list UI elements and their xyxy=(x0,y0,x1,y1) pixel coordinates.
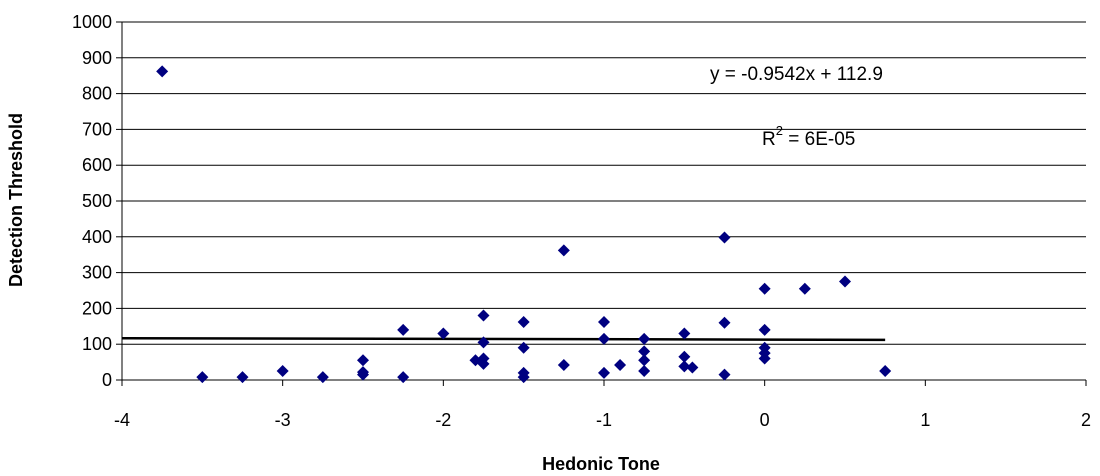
data-point xyxy=(517,316,530,329)
y-tick-label: 900 xyxy=(82,48,112,68)
data-point xyxy=(638,332,651,345)
data-point xyxy=(357,354,369,367)
data-points xyxy=(156,65,892,384)
trendline-path xyxy=(121,336,886,342)
data-point xyxy=(276,365,289,378)
data-point xyxy=(638,345,651,358)
x-tick-label: -4 xyxy=(114,410,130,430)
grid-lines xyxy=(122,21,1086,345)
y-tick-label: 700 xyxy=(82,119,112,139)
data-point xyxy=(598,366,610,379)
y-tick-label: 800 xyxy=(82,84,112,104)
r2-prefix: R xyxy=(762,129,776,150)
data-point xyxy=(156,65,169,78)
data-point xyxy=(686,361,699,374)
data-point xyxy=(357,368,369,381)
data-point xyxy=(758,352,771,365)
data-point xyxy=(598,316,610,329)
data-point xyxy=(678,360,691,373)
x-tick-label: 2 xyxy=(1081,410,1091,430)
data-point xyxy=(517,341,530,354)
x-tick-label: 0 xyxy=(760,410,770,430)
data-point xyxy=(598,332,610,345)
data-point xyxy=(758,282,771,295)
x-tick-label: -2 xyxy=(435,410,451,430)
data-point xyxy=(614,358,627,371)
data-point xyxy=(638,354,651,367)
data-point xyxy=(517,371,530,384)
y-tick-label: 0 xyxy=(102,370,112,390)
data-point xyxy=(236,371,249,384)
data-point xyxy=(397,323,410,336)
data-point xyxy=(678,327,691,340)
y-tick-label: 500 xyxy=(82,191,112,211)
x-axis-title: Hedonic Tone xyxy=(542,454,660,474)
data-point xyxy=(437,327,450,340)
y-tick-label: 600 xyxy=(82,155,112,175)
x-tick-label: 1 xyxy=(920,410,930,430)
data-point xyxy=(718,316,731,329)
axes xyxy=(116,21,1087,386)
trendline-equation: y = -0.9542x + 112.9 xyxy=(710,64,883,85)
r2-value: = 6E-05 xyxy=(783,129,855,150)
y-tick-labels: 0 100 200 300 400 500 600 700 800 900 1000 xyxy=(72,12,112,390)
x-tick-label: -3 xyxy=(275,410,291,430)
data-point xyxy=(758,323,771,336)
y-tick-label: 200 xyxy=(82,298,112,318)
data-point xyxy=(718,368,731,381)
x-tick-labels: -4 -3 -2 -1 0 1 2 xyxy=(114,410,1091,430)
y-axis-title: Detection Threshold xyxy=(6,113,26,287)
data-point xyxy=(557,358,570,371)
r2-exponent: 2 xyxy=(776,123,783,138)
y-tick-label: 100 xyxy=(82,334,112,354)
y-tick-label: 300 xyxy=(82,263,112,283)
data-point xyxy=(316,371,329,384)
data-point xyxy=(839,275,851,288)
data-point xyxy=(879,365,892,378)
data-point xyxy=(477,336,490,349)
trendline xyxy=(121,336,886,342)
y-tick-label: 1000 xyxy=(72,12,112,32)
data-point xyxy=(718,231,731,244)
x-tick-label: -1 xyxy=(596,410,612,430)
data-point xyxy=(397,371,410,384)
data-point xyxy=(557,244,570,257)
data-point xyxy=(196,371,209,384)
y-tick-label: 400 xyxy=(82,227,112,247)
data-point xyxy=(798,282,811,295)
data-point xyxy=(477,357,490,370)
data-point xyxy=(638,365,651,378)
data-point xyxy=(477,309,490,322)
r-squared-label: R2 = 6E-05 xyxy=(762,123,855,150)
data-point xyxy=(678,350,691,363)
